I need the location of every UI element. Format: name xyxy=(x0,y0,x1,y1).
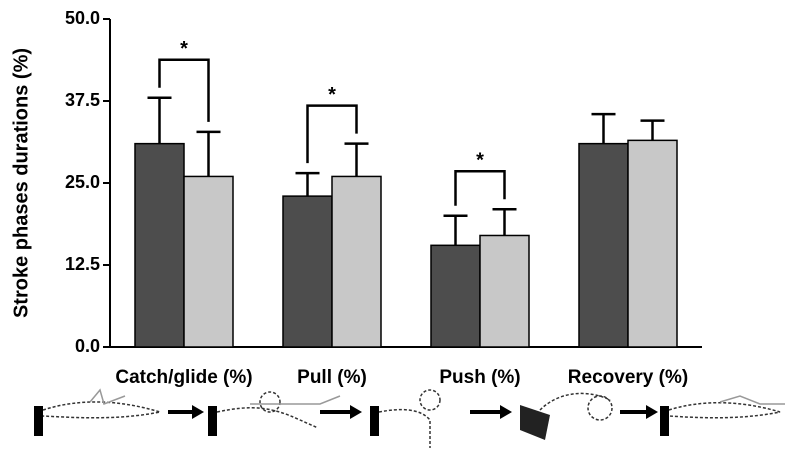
x-tick-label: Pull (%) xyxy=(297,367,367,388)
error-bar xyxy=(147,96,172,144)
bar xyxy=(430,244,481,348)
bar xyxy=(282,195,333,348)
significance-bracket xyxy=(306,104,358,164)
bar xyxy=(183,175,234,348)
y-tick-label: 50.0 xyxy=(65,8,100,28)
x-tick-label: Recovery (%) xyxy=(568,367,688,388)
error-bar xyxy=(640,119,665,141)
x-tick-label: Catch/glide (%) xyxy=(115,367,252,388)
error-bar xyxy=(344,142,369,177)
y-axis-label: Stroke phases durations (%) xyxy=(10,48,32,318)
y-tick-label: 25.0 xyxy=(65,172,100,192)
bar xyxy=(627,139,678,348)
bar xyxy=(578,142,629,348)
error-bar xyxy=(295,171,320,197)
significance-marker: * xyxy=(180,38,188,60)
error-bar xyxy=(492,207,517,236)
significance-marker: * xyxy=(476,150,484,172)
significance-bracket xyxy=(454,169,506,206)
y-tick-label: 0.0 xyxy=(75,336,100,356)
error-bar xyxy=(591,112,616,144)
bar xyxy=(479,234,530,348)
error-bar xyxy=(443,214,468,246)
significance-bracket xyxy=(158,58,210,122)
stroke-illustrations xyxy=(34,388,785,448)
x-tick-label: Push (%) xyxy=(439,367,520,388)
bar xyxy=(331,175,382,348)
y-tick-label: 37.5 xyxy=(65,90,100,110)
significance-marker: * xyxy=(328,84,336,106)
y-tick-label: 12.5 xyxy=(65,254,100,274)
error-bar xyxy=(196,130,221,177)
bar xyxy=(134,142,185,348)
